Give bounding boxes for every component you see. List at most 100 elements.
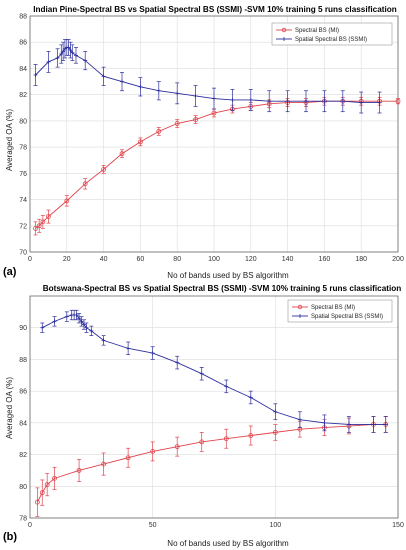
legend-label: Spatial Spectral BS (SSMI) [295, 37, 367, 43]
x-tick-label: 160 [319, 256, 331, 263]
legend-item: Spatial Spectral BS (SSMI) [292, 314, 383, 320]
data-point [371, 422, 376, 427]
data-point [248, 395, 253, 400]
data-point [340, 99, 345, 104]
data-point [248, 433, 254, 438]
axes-frame [29, 295, 399, 519]
data-point [150, 448, 156, 454]
series-spatial-spectral-bs [40, 309, 388, 433]
x-axis-label: No of bands used by BS algorithm [167, 271, 289, 280]
y-tick-label: 78 [19, 516, 27, 523]
series-line [36, 423, 386, 503]
data-point [79, 319, 84, 324]
y-tick-label: 86 [19, 40, 27, 47]
data-point [89, 328, 94, 333]
x-tick-label: 120 [245, 256, 257, 263]
data-point [150, 351, 155, 356]
legend-marker [281, 27, 287, 33]
data-point [377, 100, 382, 105]
y-axis-label: Averaged OA (%) [5, 109, 14, 171]
data-point [272, 429, 278, 435]
data-point [125, 455, 131, 461]
x-tick-label: 150 [392, 522, 404, 529]
data-point [224, 384, 229, 389]
x-tick-label: 140 [282, 256, 294, 263]
y-tick-label: 76 [19, 171, 27, 178]
axes-frame [29, 15, 399, 253]
data-point [61, 49, 66, 54]
data-point [119, 151, 125, 157]
legend: Spectral BS (MI) Spatial Spectral BS (SSM… [271, 22, 393, 46]
y-tick-label: 78 [19, 145, 27, 152]
data-point [212, 96, 216, 101]
data-point [55, 55, 60, 60]
data-point [304, 99, 308, 104]
x-tick-label: 0 [28, 522, 32, 529]
x-tick-label: 20 [63, 256, 71, 263]
legend-label: Spatial Spectral BS (SSMI) [311, 314, 383, 320]
panel-label: (b) [3, 531, 17, 543]
data-point [33, 73, 38, 77]
panel-label: (a) [3, 266, 17, 278]
data-point [101, 166, 106, 172]
y-tick-label: 86 [19, 389, 27, 396]
y-tick-label: 72 [19, 223, 27, 230]
data-point [199, 371, 204, 376]
x-tick-label: 80 [173, 256, 181, 263]
data-point [77, 316, 82, 321]
data-point [137, 139, 143, 145]
legend-box [287, 299, 393, 323]
data-point [120, 79, 124, 84]
data-point [199, 439, 205, 445]
data-point [40, 219, 46, 225]
legend: Spectral BS (MI) Spatial Spectral BS (SSM… [287, 299, 393, 323]
x-tick-label: 200 [392, 256, 404, 263]
chart-title: Botswana-Spectral BS vs Spatial Spectral… [43, 284, 402, 293]
data-point [34, 499, 40, 505]
data-point [230, 97, 235, 102]
data-point [126, 346, 131, 351]
x-tick-label: 60 [137, 256, 145, 263]
data-point [138, 84, 143, 89]
x-tick-label: 40 [100, 256, 108, 263]
data-point [46, 214, 51, 220]
data-point [76, 468, 82, 473]
data-point [52, 319, 57, 324]
data-point [193, 93, 198, 98]
y-tick-label: 80 [19, 118, 27, 125]
chart-panel-a: Indian Pine-Spectral BS vs Spatial Spect… [3, 5, 404, 280]
data-point [68, 48, 73, 53]
y-tick-label: 74 [19, 197, 27, 204]
data-point [66, 45, 71, 50]
data-point [248, 97, 253, 102]
legend-item: Spectral BS (MI) [292, 304, 355, 311]
y-tick-label: 90 [19, 325, 27, 332]
y-tick-label: 80 [19, 484, 27, 491]
data-point [175, 91, 180, 96]
legend-item: Spectral BS (MI) [276, 27, 339, 34]
data-point [83, 58, 88, 63]
data-point [59, 52, 64, 57]
y-axis-label: Averaged OA (%) [5, 377, 14, 439]
legend-marker [297, 304, 303, 310]
data-point [346, 422, 351, 427]
data-point [46, 59, 51, 64]
x-tick-label: 0 [28, 256, 32, 263]
data-point [52, 475, 57, 481]
legend-item: Spatial Spectral BS (SSMI) [276, 37, 367, 43]
series-line [35, 47, 380, 103]
data-point [395, 98, 401, 104]
y-tick-label: 82 [19, 92, 27, 99]
x-axis-label: No of bands used by BS algorithm [167, 539, 289, 548]
data-point [74, 53, 78, 58]
data-point [70, 50, 75, 55]
data-point [322, 99, 327, 104]
data-point [156, 128, 162, 134]
y-tick-label: 84 [19, 420, 27, 427]
data-point [193, 117, 199, 122]
data-point [64, 314, 69, 319]
data-point [39, 490, 45, 496]
legend-box [271, 22, 393, 46]
data-point [44, 482, 50, 488]
x-tick-label: 180 [355, 256, 367, 263]
